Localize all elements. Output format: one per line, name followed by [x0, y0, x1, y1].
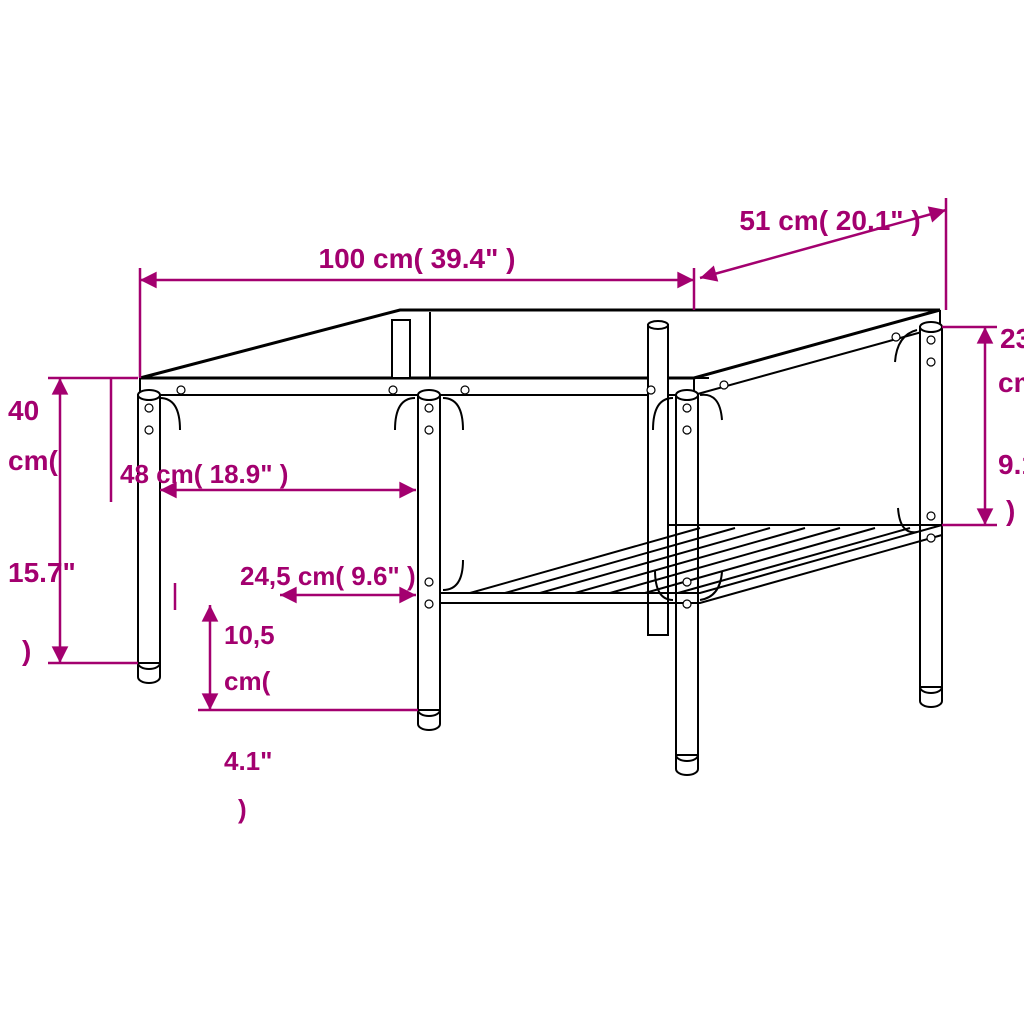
dim-40-c: 15.7" — [8, 557, 76, 588]
dim-23-a: 23 — [1000, 323, 1024, 354]
dim-40-a: 40 — [8, 395, 39, 426]
dim-40-d: ) — [22, 635, 31, 666]
dim-23: 23 cm( 9.1" ) — [942, 323, 1024, 526]
dim-40-b: cm( — [8, 445, 58, 476]
dim-depth: 51 cm( 20.1" ) — [700, 198, 946, 310]
dim-245: 24,5 cm( 9.6" ) — [175, 561, 416, 610]
dim-105-d: ) — [238, 794, 247, 824]
dim-23-c: 9.1" — [998, 449, 1024, 480]
dim-105: 10,5 cm( 4.1" ) — [198, 605, 418, 824]
dim-48-label: 48 cm( 18.9" ) — [120, 459, 288, 489]
dimension-diagram: 100 cm( 39.4" ) 51 cm( 20.1" ) 23 cm( 9.… — [0, 0, 1024, 1024]
dim-105-a: 10,5 — [224, 620, 275, 650]
dim-40: 40 cm( 15.7" ) — [8, 378, 138, 666]
dim-245-label: 24,5 cm( 9.6" ) — [240, 561, 416, 591]
product-drawing — [138, 310, 942, 775]
dim-width-label: 100 cm( 39.4" ) — [319, 243, 516, 274]
dim-23-b: cm( — [998, 367, 1024, 398]
dim-depth-label: 51 cm( 20.1" ) — [739, 205, 920, 236]
dim-23-d: ) — [1006, 495, 1015, 526]
dim-105-c: 4.1" — [224, 746, 272, 776]
dim-105-b: cm( — [224, 666, 271, 696]
